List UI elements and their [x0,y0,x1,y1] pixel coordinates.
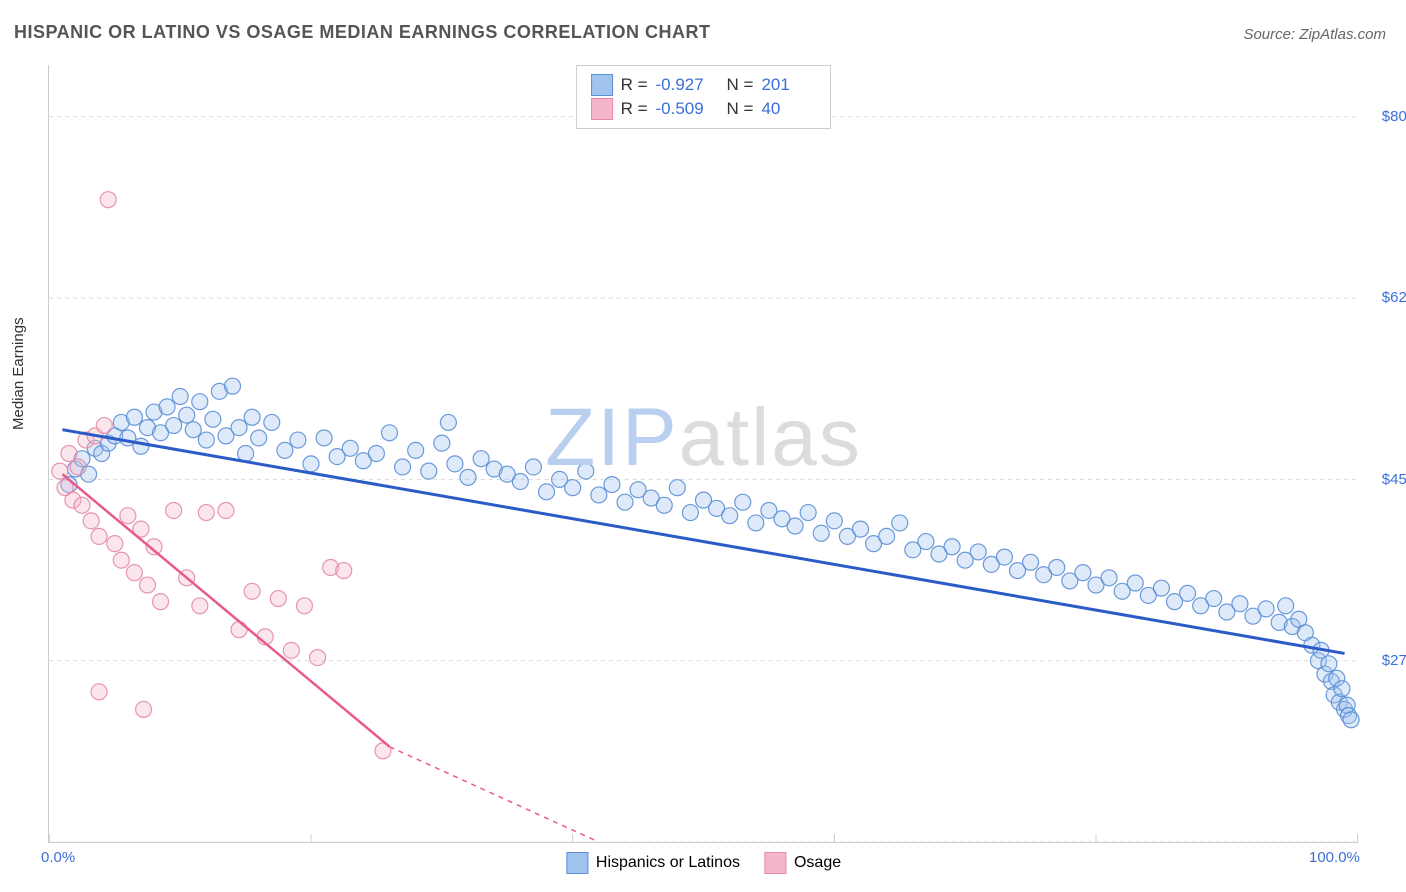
y-tick-label: $80,000 [1382,108,1406,125]
scatter-svg [49,65,1358,842]
swatch-hispanics [591,74,613,96]
y-tick-label: $62,500 [1382,289,1406,306]
n-value-osage: 40 [761,99,816,119]
plot-area: ZIPatlas R = -0.927 N = 201 R = -0.509 N… [48,65,1358,843]
r-value-osage: -0.509 [656,99,711,119]
r-label: R = [621,75,648,95]
legend-row-hispanics: R = -0.927 N = 201 [591,74,817,96]
legend-row-osage: R = -0.509 N = 40 [591,98,817,120]
legend-item-hispanics: Hispanics or Latinos [566,852,740,874]
legend-item-osage: Osage [764,852,841,874]
y-tick-label: $27,500 [1382,652,1406,669]
y-tick-label: $45,000 [1382,471,1406,488]
chart-container: HISPANIC OR LATINO VS OSAGE MEDIAN EARNI… [0,0,1406,892]
r-value-hispanics: -0.927 [656,75,711,95]
legend-label-hispanics: Hispanics or Latinos [596,854,740,872]
y-axis-label: Median Earnings [10,317,27,430]
x-tick-label: 100.0% [1309,849,1360,866]
n-label: N = [727,75,754,95]
x-tick-label: 0.0% [41,849,75,866]
chart-title: HISPANIC OR LATINO VS OSAGE MEDIAN EARNI… [14,22,711,43]
swatch-hispanics [566,852,588,874]
source-attribution: Source: ZipAtlas.com [1243,26,1386,43]
n-label: N = [727,99,754,119]
n-value-hispanics: 201 [761,75,816,95]
swatch-osage [591,98,613,120]
correlation-legend: R = -0.927 N = 201 R = -0.509 N = 40 [576,65,832,129]
legend-label-osage: Osage [794,854,841,872]
swatch-osage [764,852,786,874]
r-label: R = [621,99,648,119]
series-legend: Hispanics or Latinos Osage [566,852,841,874]
